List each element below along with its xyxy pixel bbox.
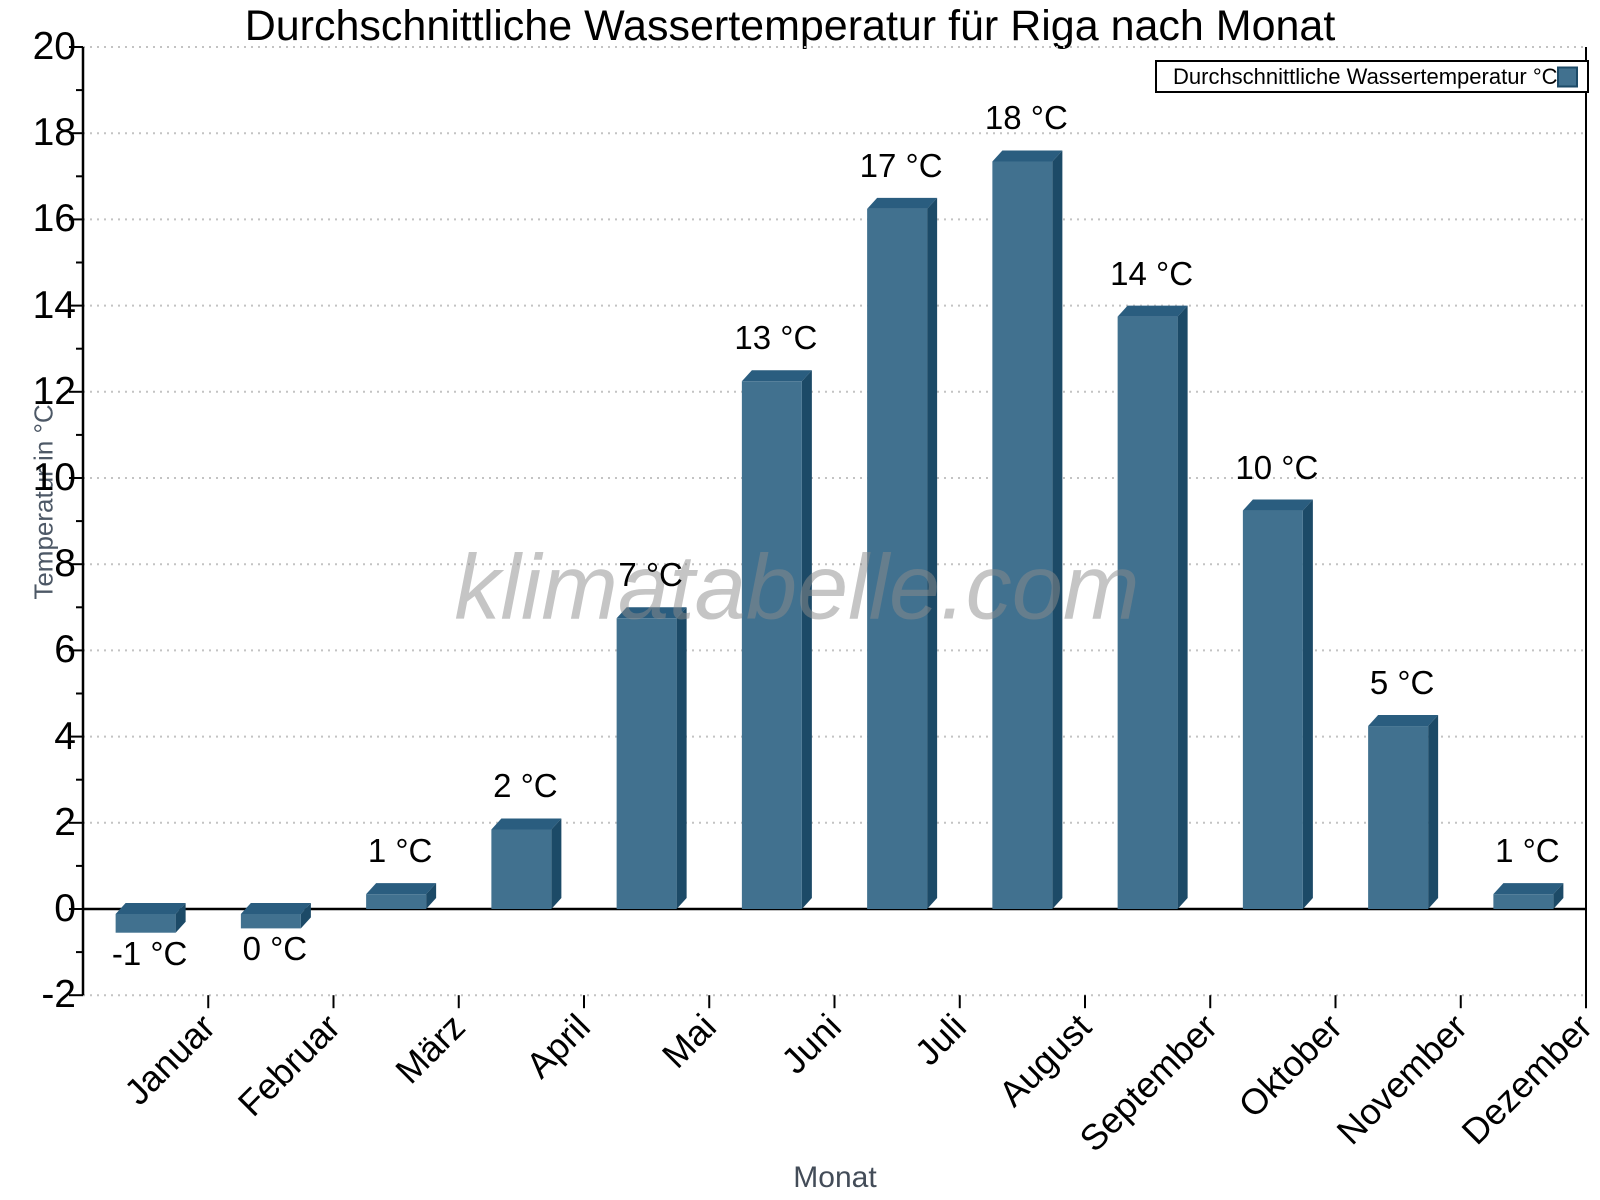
bar-top-bevel: [491, 818, 562, 830]
y-tick-label: 2: [54, 800, 76, 844]
bar-top-bevel: [992, 150, 1063, 162]
bar-face: [366, 894, 427, 909]
y-tick-label: 0: [54, 887, 76, 930]
bar-face: [741, 381, 802, 909]
bar-value-label: 17 °C: [859, 146, 943, 184]
bar-top-bevel: [1493, 883, 1564, 895]
y-tick-label: 12: [32, 369, 76, 413]
bar-side-bevel: [1052, 150, 1063, 909]
bar-top-bevel: [115, 903, 186, 914]
legend-swatch: [1557, 66, 1578, 87]
y-tick-label: 6: [54, 628, 76, 672]
bar-face: [115, 914, 176, 933]
bar-value-label: 1 °C: [1495, 832, 1560, 870]
bar-side-bevel: [551, 818, 562, 909]
chart-title: Durchschnittliche Wassertemperatur für R…: [244, 2, 1336, 50]
bar-top-bevel: [366, 883, 437, 895]
bar-face: [240, 914, 301, 929]
x-axis-title: Monat: [793, 1161, 877, 1194]
bar-side-bevel: [927, 197, 938, 910]
bar-side-bevel: [426, 883, 437, 909]
bar-face: [992, 161, 1053, 909]
bar-November[interactable]: [1368, 715, 1439, 909]
bar-value-label: -1 °C: [111, 934, 188, 972]
bar-top-bevel: [1242, 499, 1313, 511]
bar-face: [491, 829, 552, 909]
y-tick-label: -2: [41, 973, 76, 1017]
bar-value-label: 0 °C: [242, 930, 308, 968]
y-tick-label: 8: [54, 542, 76, 586]
bar-Februar[interactable]: [240, 903, 311, 929]
bar-Juli[interactable]: [867, 197, 938, 910]
bar-Mai[interactable]: [616, 607, 687, 909]
bar-face: [1493, 894, 1554, 909]
bar-Dezember[interactable]: [1493, 883, 1564, 909]
bar-side-bevel: [1553, 883, 1564, 909]
bar-value-label: 18 °C: [984, 99, 1068, 137]
bar-value-label: 7 °C: [618, 556, 683, 594]
y-tick-label: 14: [32, 283, 76, 327]
watermark: klimatabelle.com: [454, 536, 1140, 639]
bar-side-bevel: [300, 903, 311, 929]
bar-Januar[interactable]: [115, 903, 186, 933]
y-tick-label: 10: [32, 456, 76, 499]
bar-side-bevel: [801, 370, 812, 909]
bar-top-bevel: [240, 903, 311, 914]
bar-top-bevel: [741, 370, 812, 382]
bar-value-label: 5 °C: [1369, 664, 1435, 702]
bar-side-bevel: [1302, 499, 1313, 909]
bar-value-label: 1 °C: [367, 832, 433, 870]
legend-label: Durchschnittliche Wassertemperatur °C: [1173, 63, 1558, 89]
bar-face: [616, 618, 677, 909]
bar-Juni[interactable]: [741, 370, 812, 909]
y-tick-label: 20: [32, 25, 76, 68]
bar-April[interactable]: [491, 818, 562, 909]
bar-August[interactable]: [992, 150, 1063, 909]
bar-September[interactable]: [1117, 305, 1188, 910]
bar-top-bevel: [867, 197, 938, 209]
legend-item[interactable]: Durchschnittliche Wassertemperatur °C: [1155, 60, 1589, 93]
bar-value-label: 10 °C: [1235, 448, 1319, 486]
bar-side-bevel: [175, 903, 186, 933]
bar-Oktober[interactable]: [1242, 499, 1313, 909]
bar-top-bevel: [616, 607, 687, 619]
bar-side-bevel: [1428, 715, 1439, 909]
bar-value-label: 13 °C: [734, 319, 818, 357]
bar-face: [1117, 316, 1178, 910]
bar-face: [867, 208, 928, 910]
bar-März[interactable]: [366, 883, 437, 909]
bar-top-bevel: [1368, 715, 1439, 727]
bar-value-label: 2 °C: [493, 767, 558, 805]
bar-side-bevel: [676, 607, 687, 909]
bar-top-bevel: [1117, 305, 1188, 317]
bar-side-bevel: [1177, 305, 1188, 910]
y-tick-label: 4: [54, 714, 76, 758]
bar-value-label: 14 °C: [1110, 254, 1194, 292]
bar-face: [1242, 510, 1303, 909]
bar-face: [1368, 726, 1429, 909]
y-tick-label: 16: [32, 197, 76, 241]
y-tick-label: 18: [32, 111, 76, 155]
